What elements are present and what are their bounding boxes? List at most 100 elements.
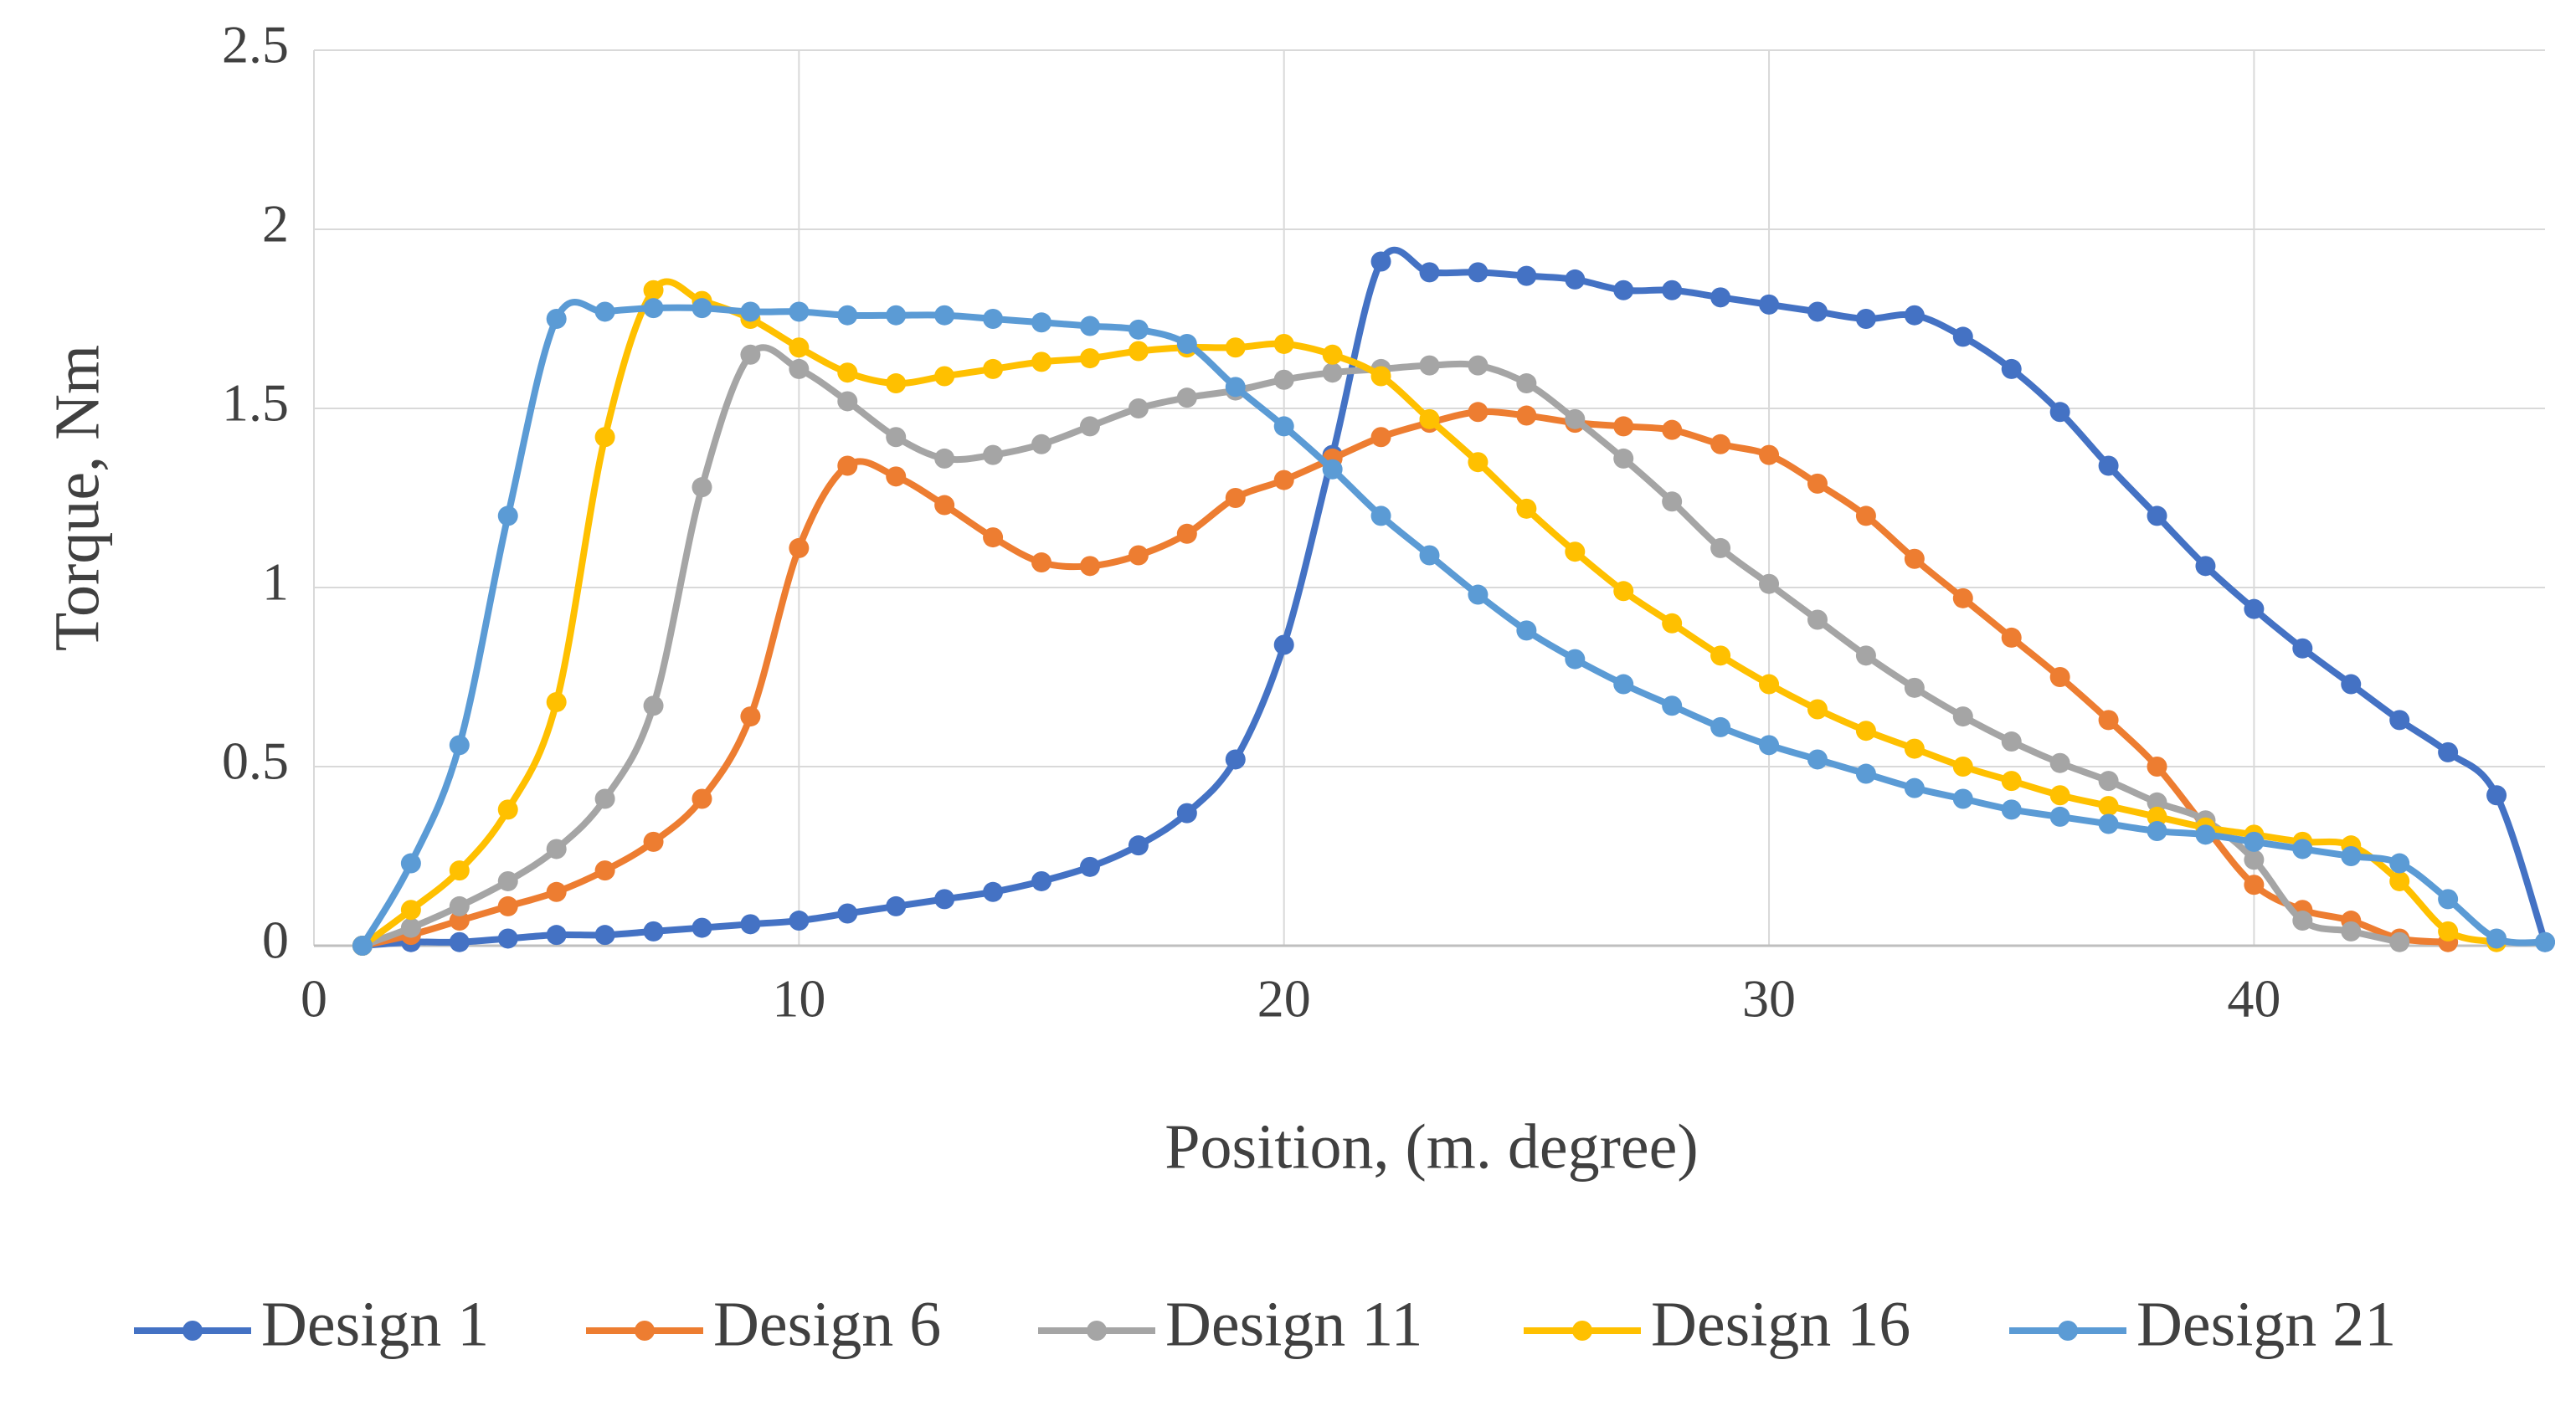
x-tick-label: 30 xyxy=(1742,969,1796,1029)
data-point xyxy=(2438,921,2459,942)
data-point xyxy=(1613,416,1634,437)
data-point xyxy=(1079,416,1100,437)
data-point xyxy=(2292,911,2313,931)
data-point xyxy=(2001,799,2022,820)
data-point xyxy=(1322,459,1343,480)
data-point xyxy=(740,914,761,935)
data-point xyxy=(1807,301,1828,322)
data-point xyxy=(1904,677,1925,698)
data-point xyxy=(546,691,567,712)
data-point xyxy=(1079,348,1100,369)
data-point xyxy=(692,917,712,938)
data-point xyxy=(449,911,470,931)
data-point xyxy=(1031,352,1052,372)
data-point xyxy=(2292,638,2313,659)
y-tick-label: 2.5 xyxy=(222,15,289,74)
data-point xyxy=(934,889,955,910)
x-tick-label: 0 xyxy=(301,969,327,1029)
data-point xyxy=(837,305,858,326)
data-point xyxy=(1662,280,1683,300)
legend-label: Design 1 xyxy=(261,1289,489,1359)
data-point xyxy=(1273,333,1294,354)
data-point xyxy=(1273,634,1294,655)
data-point xyxy=(934,366,955,387)
data-point xyxy=(2389,710,2410,731)
data-point xyxy=(789,537,810,558)
data-point xyxy=(2195,824,2216,845)
legend-item: Design 1 xyxy=(134,1289,489,1359)
data-point xyxy=(2195,556,2216,577)
data-point xyxy=(789,911,810,931)
data-point xyxy=(1031,870,1052,891)
data-point xyxy=(837,455,858,476)
legend-marker xyxy=(635,1321,655,1341)
data-point xyxy=(934,448,955,469)
data-point xyxy=(1613,581,1634,602)
data-point xyxy=(983,444,1004,465)
legend-item: Design 16 xyxy=(1524,1289,1910,1359)
y-tick-label: 1.5 xyxy=(222,373,289,433)
data-point xyxy=(934,305,955,326)
data-point xyxy=(886,895,907,916)
data-point xyxy=(2001,731,2022,752)
y-tick-label: 2 xyxy=(262,194,289,254)
data-point xyxy=(1662,419,1683,440)
data-point xyxy=(934,495,955,516)
data-point xyxy=(1031,434,1052,454)
data-point xyxy=(497,928,518,949)
data-point xyxy=(740,301,761,322)
legend-item: Design 6 xyxy=(586,1289,941,1359)
data-point xyxy=(643,298,664,319)
data-point xyxy=(1419,262,1440,283)
data-point xyxy=(1952,706,1973,727)
data-point xyxy=(1419,408,1440,429)
data-point xyxy=(837,903,858,924)
data-point xyxy=(1855,721,1876,741)
data-point xyxy=(1468,452,1489,473)
data-point xyxy=(497,870,518,891)
data-point xyxy=(352,936,373,956)
data-point xyxy=(1855,763,1876,784)
data-point xyxy=(886,427,907,448)
data-point xyxy=(983,358,1004,379)
legend-marker xyxy=(183,1321,203,1341)
series-line xyxy=(360,278,2497,949)
data-point xyxy=(1759,674,1780,695)
data-point xyxy=(497,799,518,820)
data-point xyxy=(837,362,858,383)
data-point xyxy=(1419,355,1440,376)
legend-item: Design 11 xyxy=(1038,1289,1423,1359)
x-tick-label: 20 xyxy=(1257,969,1311,1029)
data-point xyxy=(1419,545,1440,566)
data-point xyxy=(2389,870,2410,891)
data-point xyxy=(2098,710,2119,731)
data-point xyxy=(1031,312,1052,333)
y-axis-label: Torque, Nm xyxy=(42,345,112,651)
data-point xyxy=(886,305,907,326)
legend-marker xyxy=(1572,1321,1592,1341)
legend-label: Design 16 xyxy=(1651,1289,1910,1359)
data-point xyxy=(497,895,518,916)
data-point xyxy=(643,695,664,716)
data-point xyxy=(1952,588,1973,608)
data-point xyxy=(1613,280,1634,300)
data-point xyxy=(886,466,907,487)
data-point xyxy=(1516,405,1537,426)
data-point xyxy=(2389,931,2410,952)
data-point xyxy=(1370,251,1391,272)
data-point xyxy=(1952,326,1973,347)
data-point xyxy=(1710,287,1731,308)
legend-label: Design 6 xyxy=(713,1289,941,1359)
legend-label: Design 11 xyxy=(1165,1289,1423,1359)
data-point xyxy=(740,706,761,727)
data-point xyxy=(2001,627,2022,648)
data-point xyxy=(400,917,421,938)
data-point xyxy=(1759,735,1780,756)
data-point xyxy=(740,344,761,365)
data-point xyxy=(1273,369,1294,390)
data-point xyxy=(837,391,858,412)
y-tick-label: 0.5 xyxy=(222,731,289,791)
data-point xyxy=(1613,448,1634,469)
data-point xyxy=(2341,921,2362,942)
data-point xyxy=(1079,556,1100,577)
